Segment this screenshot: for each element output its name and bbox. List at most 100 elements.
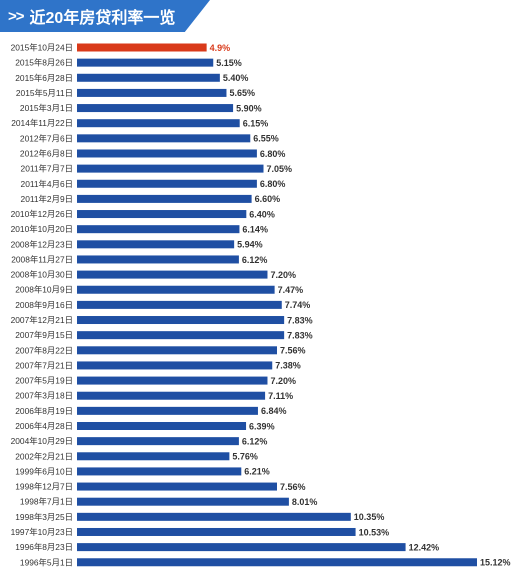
value-label: 5.40% (223, 73, 249, 83)
category-label: 2006年8月19日 (15, 406, 73, 416)
value-label: 6.12% (242, 436, 268, 446)
category-label: 2007年5月19日 (15, 376, 73, 386)
category-label: 1998年3月25日 (15, 512, 73, 522)
value-label: 6.80% (260, 149, 286, 159)
category-label: 2008年9月16日 (15, 300, 73, 310)
category-label: 2004年10月29日 (11, 436, 73, 446)
bar (77, 437, 239, 446)
bar (77, 43, 207, 52)
bar (77, 58, 214, 67)
category-label: 2007年9月15日 (15, 330, 73, 340)
bar (77, 149, 257, 158)
bar (77, 194, 252, 203)
category-label: 2007年3月18日 (15, 391, 73, 401)
bar (77, 452, 230, 461)
category-label: 2008年10月9日 (15, 285, 73, 295)
bar (77, 527, 356, 536)
value-label: 10.35% (354, 512, 385, 522)
bar (77, 316, 285, 325)
bar (77, 179, 257, 188)
category-label: 2002年2月21日 (15, 451, 73, 461)
category-label: 1998年7月1日 (20, 497, 73, 507)
category-label: 2014年11月22日 (11, 118, 73, 128)
bar (77, 467, 242, 476)
bar (77, 482, 277, 491)
value-label: 7.05% (267, 164, 293, 174)
bar (77, 558, 477, 567)
bar (77, 240, 235, 249)
value-label: 5.76% (232, 452, 258, 462)
value-label: 7.11% (268, 391, 293, 401)
value-label: 6.21% (244, 467, 270, 477)
category-label: 2011年7月7日 (21, 164, 73, 174)
value-label: 7.20% (270, 270, 296, 280)
value-label: 7.74% (285, 300, 311, 310)
value-label: 6.39% (249, 421, 275, 431)
value-label: 6.14% (242, 224, 268, 234)
bar (77, 88, 227, 97)
value-label: 6.80% (260, 179, 286, 189)
bar (77, 119, 240, 128)
category-label: 1998年12月7日 (15, 482, 73, 492)
bar (77, 543, 406, 552)
value-label: 7.56% (280, 482, 306, 492)
bar (77, 391, 266, 400)
bar (77, 376, 268, 385)
category-label: 2007年12月21日 (11, 315, 73, 325)
value-label: 7.56% (280, 346, 306, 356)
value-label: 5.15% (216, 58, 242, 68)
value-label: 6.15% (243, 119, 269, 129)
category-label: 1997年10月23日 (11, 527, 73, 537)
value-label: 6.60% (255, 194, 281, 204)
value-label: 6.84% (261, 406, 287, 416)
bar (77, 497, 289, 506)
value-label: 12.42% (409, 542, 440, 552)
bar (77, 225, 240, 234)
category-label: 2012年6月8日 (20, 148, 73, 158)
value-label: 5.90% (236, 103, 262, 113)
category-label: 2011年4月6日 (21, 179, 73, 189)
bar (77, 300, 282, 309)
category-label: 2008年10月30日 (11, 270, 73, 280)
value-label: 7.20% (270, 376, 296, 386)
value-label: 6.12% (242, 255, 268, 265)
category-label: 2015年10月24日 (11, 43, 73, 53)
bar (77, 331, 285, 340)
bar (77, 73, 220, 82)
bar (77, 104, 234, 113)
category-label: 1999年6月10日 (15, 466, 73, 476)
bar (77, 361, 273, 370)
value-label: 7.38% (275, 361, 301, 371)
chevron-icon: >> (8, 7, 25, 25)
bar (77, 406, 258, 415)
category-label: 2008年11月27日 (11, 254, 73, 264)
bar (77, 270, 268, 279)
value-label: 6.55% (253, 134, 279, 144)
value-label: 8.01% (292, 497, 318, 507)
category-label: 2010年10月20日 (11, 224, 73, 234)
category-label: 2015年6月28日 (15, 73, 73, 83)
value-label: 5.65% (229, 88, 255, 98)
value-label: 15.12% (480, 558, 511, 568)
category-label: 1996年8月23日 (15, 542, 73, 552)
category-label: 2011年2月9日 (21, 194, 73, 204)
value-label: 4.9% (210, 43, 231, 53)
category-label: 2007年8月22日 (15, 345, 73, 355)
value-label: 10.53% (359, 527, 390, 537)
category-label: 2008年12月23日 (11, 239, 73, 249)
category-label: 2015年3月1日 (20, 103, 73, 113)
value-label: 7.47% (278, 285, 304, 295)
bar (77, 512, 351, 521)
category-label: 2007年7月21日 (15, 360, 73, 370)
value-label: 7.83% (287, 330, 313, 340)
category-label: 2015年5月11日 (16, 88, 73, 98)
bar (77, 255, 239, 264)
bar (77, 285, 275, 294)
bar (77, 210, 247, 219)
chart-title: 近20年房贷利率一览 (29, 10, 176, 27)
category-label: 1996年5月1日 (20, 557, 73, 567)
value-label: 7.83% (287, 315, 313, 325)
bar (77, 164, 264, 173)
value-label: 6.40% (249, 209, 275, 219)
